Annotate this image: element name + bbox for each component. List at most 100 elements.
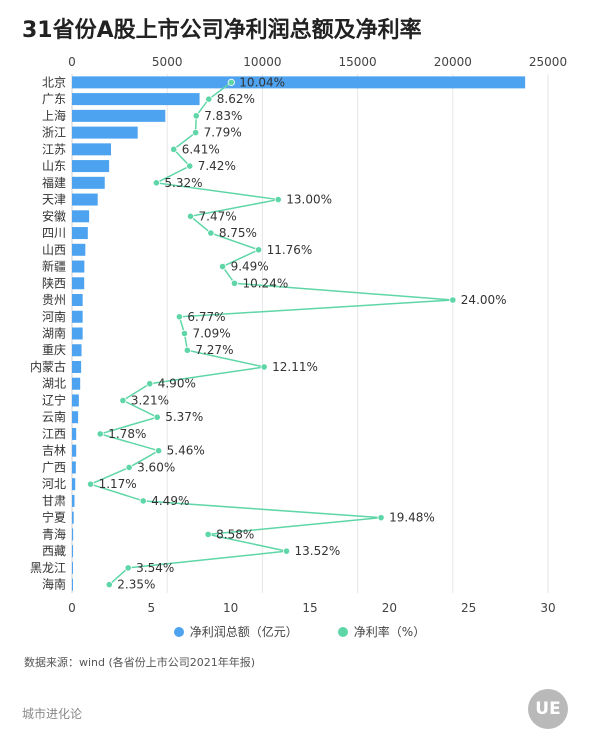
category-label: 湖南 (42, 326, 66, 341)
line-data-label: 10.04% (239, 75, 285, 89)
bottom-axis-tick-label: 30 (540, 601, 555, 615)
line-data-label: 7.09% (192, 327, 230, 341)
chart-legend: 净利润总额（亿元） 净利率（%） (0, 623, 599, 640)
bottom-axis-tick-label: 10 (223, 601, 238, 615)
line-data-label: 5.37% (165, 410, 203, 424)
bar (72, 109, 166, 122)
bottom-axis-tick-label: 5 (148, 601, 156, 615)
line-point (175, 313, 184, 321)
line-data-label: 7.79% (204, 126, 242, 140)
bar (72, 143, 112, 156)
category-label: 黑龙江 (30, 561, 66, 575)
line-point (227, 78, 235, 86)
line-data-label: 8.75% (219, 226, 257, 240)
line-point (192, 128, 200, 137)
category-label: 广西 (42, 460, 66, 474)
bar (72, 294, 83, 307)
line-data-label: 24.00% (461, 293, 507, 307)
category-label: 青海 (42, 526, 66, 541)
line-point (377, 514, 385, 522)
line-point (146, 380, 154, 388)
category-label: 安徽 (42, 208, 66, 223)
bar (72, 227, 88, 240)
line-data-label: 8.62% (217, 92, 255, 106)
bar (72, 93, 200, 106)
category-label: 福建 (42, 175, 66, 190)
data-source-note: 数据来源：wind (各省份上市公司2021年年报) (24, 656, 256, 669)
top-axis-tick-label: 20000 (434, 55, 472, 69)
line-data-label: 10.24% (242, 276, 288, 290)
bar (72, 578, 73, 591)
category-label: 天津 (42, 193, 66, 207)
ue-logo: UE (528, 689, 568, 729)
legend-item-line[interactable]: 净利率（%） (337, 623, 426, 640)
line-point (125, 463, 133, 472)
category-label: 云南 (42, 409, 66, 424)
bar (72, 327, 83, 340)
line-data-label: 3.60% (137, 460, 175, 474)
bar (72, 478, 76, 491)
category-label: 山西 (42, 243, 66, 257)
line-point (170, 145, 178, 153)
bar (72, 310, 83, 323)
line-data-label: 7.27% (195, 343, 233, 357)
bar (72, 193, 98, 206)
bar (72, 76, 526, 89)
line-point (105, 581, 113, 589)
bar (72, 411, 79, 424)
line-data-label: 7.83% (204, 109, 242, 123)
line-point (155, 447, 163, 455)
category-label: 四川 (42, 226, 66, 240)
line-point (86, 480, 95, 488)
bar (72, 126, 138, 139)
line-point (152, 179, 161, 187)
bar (72, 176, 105, 189)
category-label: 陕西 (42, 275, 66, 290)
line-data-label: 3.54% (136, 561, 174, 575)
line-point (254, 246, 263, 254)
category-label: 新疆 (42, 259, 66, 274)
category-label: 西藏 (42, 544, 66, 558)
line-point (230, 279, 239, 287)
legend-line-label: 净利率（%） (353, 625, 426, 639)
line-data-label: 6.41% (182, 142, 220, 156)
line-series-path (88, 81, 453, 586)
line-point (192, 112, 200, 120)
line-point (282, 547, 291, 555)
line-point (139, 497, 147, 505)
bar (72, 461, 76, 474)
top-axis-tick-label: 25000 (529, 55, 567, 69)
line-point (449, 296, 457, 304)
chart-title: 31省份A股上市公司净利润总额及净利率 (22, 18, 422, 43)
bar (72, 394, 79, 407)
line-data-label: 6.77% (187, 310, 225, 324)
bar (72, 494, 75, 507)
brand-name: 城市进化论 (22, 707, 83, 721)
bar (72, 160, 110, 173)
line-data-label: 13.00% (286, 193, 332, 207)
line-data-label: 7.42% (198, 159, 236, 173)
line-point (183, 346, 191, 354)
line-point (207, 229, 215, 237)
category-label: 广东 (42, 92, 66, 106)
line-point (260, 363, 268, 371)
legend-item-bar[interactable]: 净利润总额（亿元） (173, 623, 298, 640)
top-axis-tick-label: 10000 (243, 55, 281, 69)
category-label: 湖北 (42, 376, 66, 391)
bottom-axis-tick-label: 15 (302, 601, 317, 615)
bar (72, 344, 82, 357)
category-label: 上海 (42, 108, 66, 123)
category-label: 宁夏 (42, 510, 66, 525)
bar (72, 444, 77, 457)
bar (72, 528, 74, 541)
line-data-label: 4.49% (151, 494, 189, 508)
top-axis-tick-label: 5000 (152, 55, 183, 69)
line-data-label: 12.11% (272, 360, 318, 374)
line-data-label: 4.90% (158, 377, 196, 391)
line-point (205, 95, 213, 103)
legend-bar-label: 净利润总额（亿元） (189, 625, 298, 639)
bar (72, 377, 81, 390)
line-point (218, 262, 227, 271)
category-label: 浙江 (42, 126, 66, 140)
